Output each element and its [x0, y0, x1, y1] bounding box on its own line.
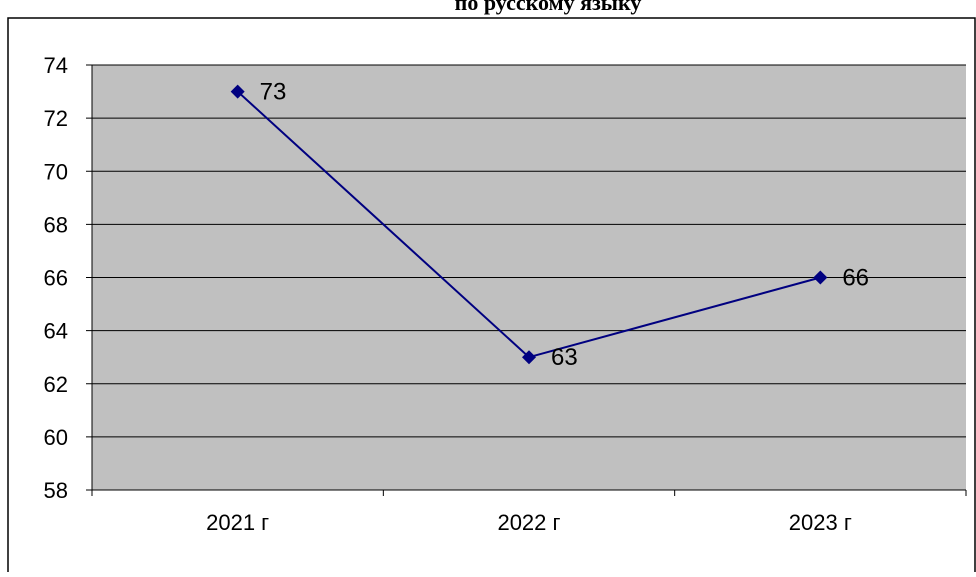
series-layer: [230, 84, 828, 365]
y-tick-label: 64: [44, 319, 68, 344]
x-tick-label: 2022 г: [497, 510, 560, 535]
y-axis: 58 60 62 64 66 68 70 72 74: [44, 53, 93, 503]
y-tick-label: 60: [44, 425, 68, 450]
y-tick-label: 66: [44, 266, 68, 291]
x-tick-label: 2023 г: [789, 510, 852, 535]
y-tick-label: 68: [44, 212, 68, 237]
data-point-marker: [230, 84, 245, 99]
y-tick-label: 62: [44, 372, 68, 397]
x-axis: 2021 г 2022 г 2023 г: [91, 489, 967, 535]
chart-title: по русскому языку: [455, 0, 642, 15]
y-tick-label: 70: [44, 159, 68, 184]
y-tick-label: 72: [44, 106, 68, 131]
data-label: 66: [842, 265, 869, 292]
data-point-marker: [813, 270, 828, 285]
data-point-marker: [522, 350, 536, 365]
data-label: 63: [551, 344, 578, 371]
data-labels: 73 63 66: [260, 79, 869, 372]
gridlines: [92, 64, 966, 438]
y-tick-label: 58: [44, 478, 68, 503]
x-tick-label: 2021 г: [206, 510, 269, 535]
data-label: 73: [260, 79, 287, 106]
y-tick-label: 74: [44, 53, 68, 78]
